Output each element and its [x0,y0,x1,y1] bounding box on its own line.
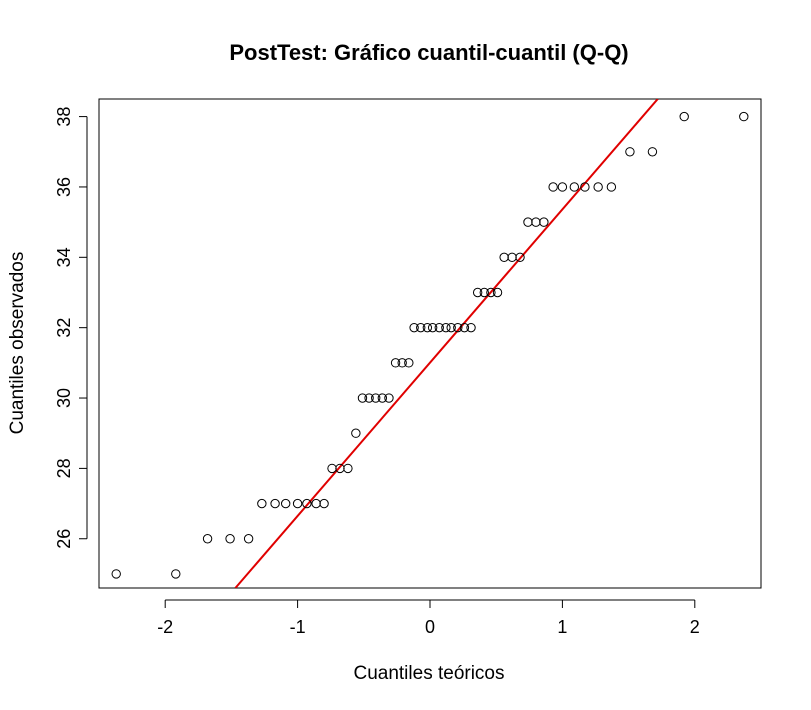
data-point [302,498,312,509]
y-tick-label: 26 [54,529,74,549]
x-axis: -2 -1 0 1 2 [157,599,700,637]
data-point [569,182,580,192]
data-point [531,217,541,227]
y-tick-label: 32 [54,318,74,338]
data-point [257,498,267,509]
data-point [472,287,483,298]
data-point [446,322,456,333]
data-point [459,322,470,333]
data-point [625,147,635,157]
data-point [739,111,749,122]
data-point [404,358,414,368]
x-tick-label: 2 [690,617,700,637]
data-point [384,393,394,403]
data-point [319,498,329,509]
data-point [390,358,401,368]
data-point [515,252,525,263]
y-axis-label: Cuantiles observados [7,252,28,435]
qq-reference-line [234,99,659,588]
data-point [202,534,213,544]
y-tick-label: 30 [54,388,74,408]
data-point [292,498,303,509]
data-point [171,569,181,579]
data-point [364,393,374,403]
data-point [441,322,451,333]
y-tick-label: 28 [54,458,74,478]
x-axis-label: Cuantiles teóricos [353,663,504,684]
data-point [371,393,381,403]
data-point [679,111,689,122]
data-point [111,569,121,579]
data-point [647,147,658,157]
y-axis: 26 28 30 32 34 36 38 [54,107,88,549]
data-point [466,322,476,333]
data-point [499,252,509,263]
data-point [523,217,533,227]
data-point [492,287,503,298]
data-point [606,182,617,192]
x-tick-label: 0 [425,617,435,637]
data-point [580,182,590,192]
plot-frame [98,98,762,589]
data-point [225,534,235,544]
data-point [270,498,280,509]
chart-title: PostTest: Gráfico cuantil-cuantil (Q-Q) [229,40,628,65]
data-points [111,111,749,579]
data-point [593,182,603,192]
y-tick-label: 36 [54,177,74,197]
data-point [548,182,558,192]
data-point [343,463,353,474]
data-point [243,534,254,544]
data-point [427,322,438,333]
y-tick-label: 34 [54,247,74,267]
x-tick-label: -2 [157,617,173,637]
data-point [539,217,549,227]
data-point [280,498,291,509]
data-point [416,322,426,333]
data-point [486,287,496,298]
data-point [507,252,517,263]
data-point [434,322,444,333]
data-point [327,463,337,474]
x-tick-label: 1 [557,617,567,637]
data-point [453,322,463,333]
data-point [311,498,321,509]
data-point [422,322,433,333]
y-tick-label: 38 [54,107,74,127]
x-tick-label: -1 [290,617,306,637]
data-point [557,182,568,192]
data-point [397,358,407,368]
data-point [377,393,388,403]
data-point [351,428,361,438]
data-point [479,287,489,298]
data-point [357,393,368,403]
data-point [409,322,419,333]
